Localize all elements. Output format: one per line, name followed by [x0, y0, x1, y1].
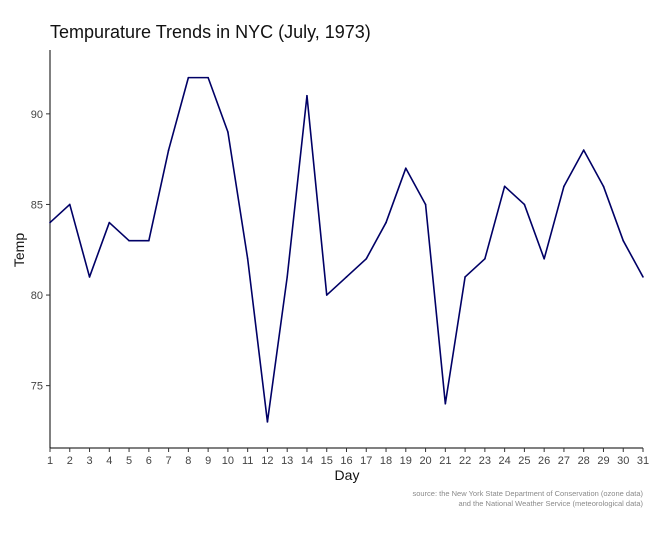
x-tick-label: 31 [637, 455, 649, 467]
x-tick-label: 12 [261, 455, 273, 467]
data-point [582, 149, 585, 151]
x-tick-label: 23 [479, 455, 491, 467]
y-tick-label: 90 [31, 109, 43, 121]
x-tick-label: 25 [518, 455, 530, 467]
x-tick-label: 24 [499, 455, 511, 467]
x-tick-label: 26 [538, 455, 550, 467]
caption-line-2: and the National Weather Service (meteor… [458, 499, 643, 508]
x-tick-label: 6 [146, 455, 152, 467]
data-point [444, 402, 447, 405]
data-point [503, 185, 506, 188]
data-point [266, 421, 269, 423]
data-point [148, 239, 150, 242]
data-point [484, 258, 486, 260]
x-tick-label: 21 [439, 455, 451, 467]
data-point [286, 276, 289, 278]
data-point [187, 76, 190, 79]
x-axis-title: Day [335, 467, 360, 483]
data-point [405, 167, 407, 170]
series-layer [49, 76, 644, 423]
data-point [108, 221, 111, 224]
axes [46, 50, 644, 452]
data-point [49, 221, 51, 224]
data-point [227, 131, 229, 133]
x-tick-label: 15 [321, 455, 333, 467]
data-point [246, 258, 249, 260]
data-point [68, 203, 71, 206]
data-point [563, 185, 565, 188]
x-tick-label: 18 [380, 455, 392, 467]
data-point [464, 276, 466, 278]
chart-title: Tempurature Trends in NYC (July, 1973) [50, 22, 371, 42]
x-tick-label: 28 [578, 455, 590, 467]
data-point [128, 239, 130, 242]
x-tick-label: 1 [47, 455, 53, 467]
data-point [622, 239, 625, 242]
x-tick-label: 27 [558, 455, 570, 467]
temp-series-line [49, 76, 644, 423]
data-point [365, 258, 368, 260]
x-tick-label: 5 [126, 455, 132, 467]
y-axis-title: Temp [11, 233, 27, 267]
x-tick-label: 14 [301, 455, 313, 467]
x-tick-label: 16 [340, 455, 352, 467]
x-tick-label: 9 [205, 455, 211, 467]
data-point [345, 276, 348, 278]
x-tick-label: 30 [617, 455, 629, 467]
data-point [385, 221, 387, 224]
x-tick-label: 20 [419, 455, 431, 467]
data-point [88, 276, 91, 278]
y-tick-label: 80 [31, 290, 43, 302]
data-point [306, 94, 308, 97]
x-tick-label: 8 [185, 455, 191, 467]
x-tick-label: 17 [360, 455, 372, 467]
x-tick-label: 3 [86, 455, 92, 467]
data-point [642, 276, 644, 278]
x-tick-label: 4 [106, 455, 112, 467]
x-tick-label: 22 [459, 455, 471, 467]
x-tick-label: 29 [597, 455, 609, 467]
data-point [424, 203, 427, 206]
x-tick-label: 13 [281, 455, 293, 467]
source-caption: source: the New York State Department of… [412, 489, 643, 509]
x-tick-label: 10 [222, 455, 234, 467]
data-point [325, 294, 328, 296]
x-tick-label: 11 [242, 455, 253, 467]
y-tick-label: 75 [31, 381, 43, 393]
y-tick-label: 85 [31, 199, 43, 211]
x-tick-label: 19 [400, 455, 412, 467]
x-tick-label: 7 [166, 455, 172, 467]
data-point [602, 185, 605, 188]
data-point [543, 258, 545, 260]
caption-line-1: source: the New York State Department of… [412, 489, 643, 498]
data-point [207, 76, 209, 79]
x-tick-label: 2 [67, 455, 73, 467]
data-point [167, 149, 170, 151]
data-point [523, 203, 526, 206]
